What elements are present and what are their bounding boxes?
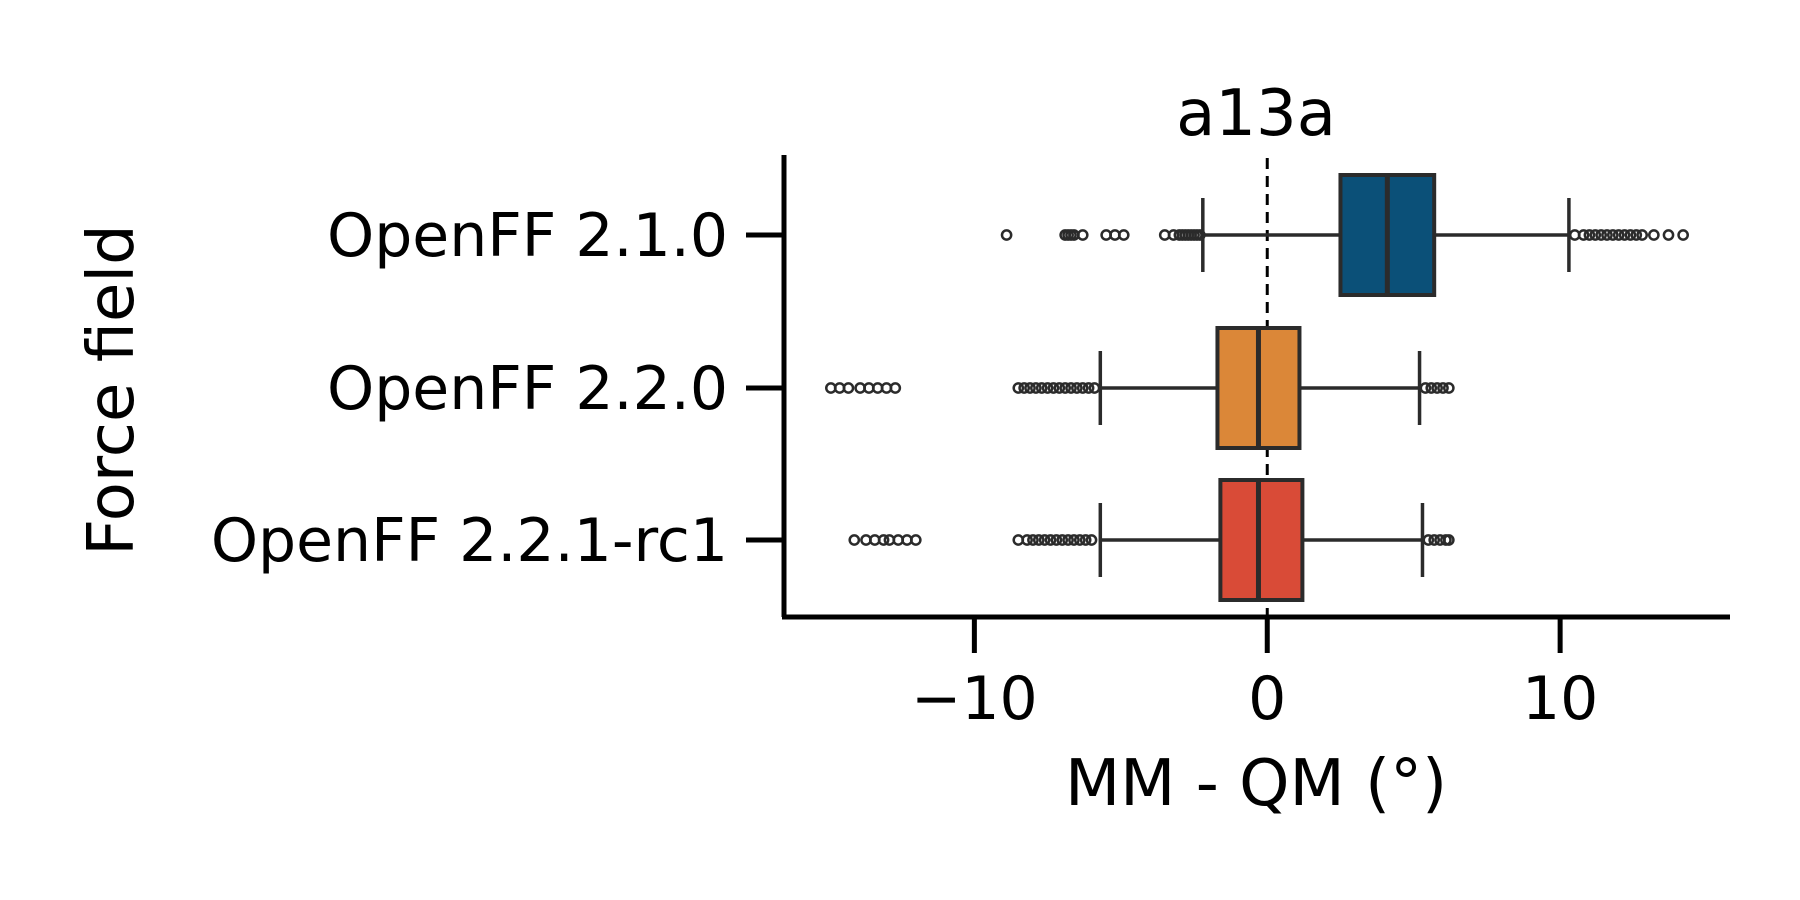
outlier-point: [1422, 534, 1435, 546]
outlier-point: [1073, 534, 1086, 546]
outlier-point: [1030, 382, 1042, 394]
outlier-point: [1662, 229, 1675, 241]
outlier-point: [848, 534, 861, 546]
y-tick-label: OpenFF 2.2.0: [327, 354, 728, 424]
x-tick-label: −10: [911, 664, 1038, 734]
outlier-point: [1071, 382, 1083, 394]
outlier-point: [1428, 534, 1441, 546]
outlier-point: [1085, 534, 1098, 546]
outlier-point: [1038, 534, 1051, 546]
x-axis-label: MM - QM (°): [1065, 747, 1447, 821]
plot-marks: [825, 158, 1689, 617]
outlier-point: [1021, 534, 1033, 546]
outlier-point: [1601, 229, 1613, 241]
outlier-point: [1053, 382, 1066, 394]
outlier-point: [1041, 382, 1054, 394]
outlier-point: [1088, 382, 1101, 394]
outlier-point: [842, 382, 855, 394]
outlier-point: [1606, 229, 1619, 241]
y-ticks: OpenFF 2.1.0 OpenFF 2.2.0 OpenFF 2.2.1-rc1: [211, 201, 784, 576]
outlier-point: [1618, 229, 1631, 241]
y-axis-label: Force field: [75, 224, 149, 556]
outlier-point: [1431, 382, 1443, 394]
outlier-point: [889, 382, 902, 394]
chart-title: a13a: [1176, 77, 1336, 151]
outlier-point: [1194, 229, 1206, 241]
outlier-point: [1630, 229, 1643, 241]
outlier-point: [1018, 382, 1031, 394]
outlier-point: [1068, 534, 1080, 546]
outlier-point: [1442, 382, 1455, 394]
outlier-point: [1032, 534, 1045, 546]
outlier-point: [1062, 534, 1074, 546]
outlier-point: [1035, 382, 1048, 394]
outlier-point: [877, 534, 890, 546]
x-tick-label: 0: [1248, 664, 1286, 734]
outlier-point: [1059, 382, 1072, 394]
outlier-point: [1027, 534, 1039, 546]
box-group: [825, 326, 1455, 450]
y-tick-label: OpenFF 2.1.0: [327, 201, 728, 271]
outlier-point: [1624, 229, 1637, 241]
outlier-point: [1056, 534, 1069, 546]
outlier-point: [1024, 382, 1036, 394]
outlier-point: [1589, 229, 1602, 241]
outlier-point: [1076, 229, 1089, 241]
outlier-point: [1636, 229, 1648, 241]
outlier-point: [1082, 382, 1095, 394]
outlier-point: [1583, 229, 1596, 241]
outlier-point: [1050, 534, 1063, 546]
outlier-point: [1595, 229, 1607, 241]
outlier-point: [1425, 382, 1438, 394]
iqr-box: [1218, 478, 1305, 602]
outlier-point: [1065, 382, 1077, 394]
outlier-point: [1442, 534, 1455, 546]
outlier-point: [1076, 382, 1089, 394]
outlier-point: [1047, 382, 1060, 394]
outlier-point: [1044, 534, 1057, 546]
outlier-point: [1012, 382, 1025, 394]
outlier-point: [1000, 229, 1013, 241]
outlier-point: [1677, 229, 1689, 241]
outlier-point: [1648, 229, 1660, 241]
box-group: [848, 478, 1455, 602]
outlier-point: [1437, 382, 1449, 394]
outlier-point: [909, 534, 922, 546]
outlier-point: [1117, 229, 1130, 241]
outlier-point: [1419, 382, 1432, 394]
y-tick-label: OpenFF 2.2.1-rc1: [211, 506, 728, 576]
outlier-point: [1577, 229, 1590, 241]
outlier-point: [1079, 534, 1092, 546]
outlier-point: [1612, 229, 1625, 241]
x-ticks: −10 0 10: [911, 617, 1598, 734]
box-group: [1000, 173, 1689, 297]
x-tick-label: 10: [1522, 664, 1598, 734]
